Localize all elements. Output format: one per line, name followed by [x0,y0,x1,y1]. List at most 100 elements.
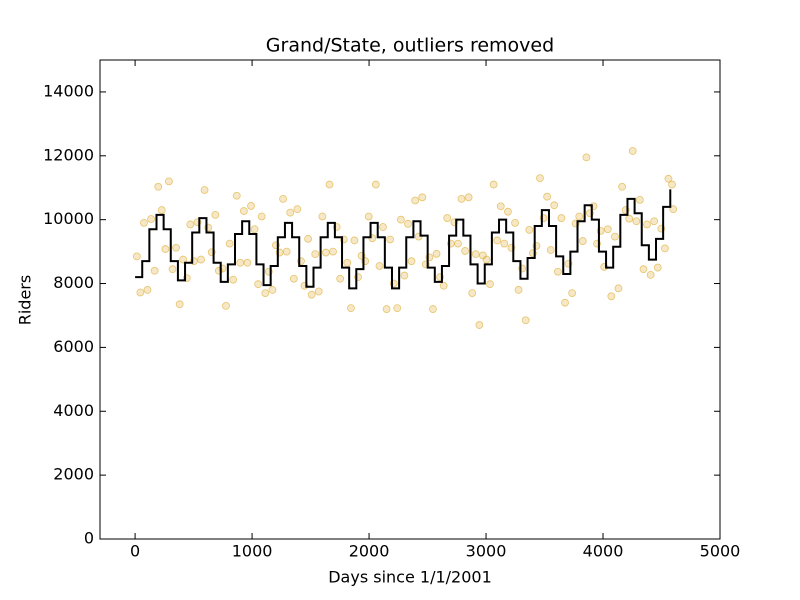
scatter-point [664,174,673,183]
scatter-point [511,218,519,227]
scatter-point [546,246,555,254]
scatter-point [311,250,320,259]
scatter-point [628,147,637,155]
scatter-point [643,220,651,229]
scatter-point [364,212,373,221]
scatter-point [632,217,641,226]
scatter-point [543,192,552,201]
scatter-point [561,298,569,307]
scatter-point [321,248,330,257]
y-tick-label: 10000 [43,209,94,228]
scatter-point [168,265,177,274]
scatter-point [500,239,509,248]
scatter-point [179,255,188,264]
scatter-point [443,214,452,222]
x-tick-label: 4000 [583,542,624,561]
scatter-point [568,289,577,298]
scatter-point [286,208,295,217]
scatter-point [493,236,502,245]
scatter-point [136,288,145,297]
scatter-point [154,182,163,191]
scatter-point [132,252,141,261]
x-axis-label: Days since 1/1/2001 [328,568,492,587]
scatter-point [165,177,173,186]
scatter-point [261,289,270,298]
scatter-point [429,305,437,313]
scatter-point [432,249,441,258]
scatter-point [350,236,359,245]
scatter-point [582,153,591,162]
scatter-point [393,304,402,313]
scatter-point [250,225,259,234]
scatter-point [618,182,626,191]
scatter-point [254,280,263,289]
scatter-point [575,212,584,221]
scatter-point [557,214,566,222]
scatter-point [504,207,512,216]
scatter-point [336,274,345,283]
y-axis-label: Riders [16,275,35,325]
scatter-point [325,180,334,189]
scatter-point [304,234,313,243]
scatter-point [186,220,195,229]
x-tick-label: 5000 [700,542,741,561]
scatter-point [371,180,380,189]
scatter-point [669,205,678,214]
scatter-point [143,286,152,294]
scatter-point [150,266,159,275]
scatter-point [197,255,205,264]
y-tick-label: 12000 [43,145,94,164]
scatter-point [653,263,662,272]
scatter-point [239,207,248,215]
scatter-point [268,286,277,294]
scatter-point [639,265,648,274]
scatter-point [386,235,395,244]
scatter-point [343,258,352,267]
scatter-point [454,239,462,248]
chart-title: Grand/State, outliers removed [266,35,554,57]
x-tick-label: 1000 [232,542,273,561]
scatter-point [578,237,587,245]
scatter-point [661,244,669,253]
scatter-point [289,274,298,283]
scatter-point [314,287,323,296]
scatter-point [482,255,491,264]
scatter-point [236,258,245,267]
x-tick-label: 3000 [466,542,507,561]
scatter-point [175,300,184,309]
scatter-point [607,292,616,301]
scatter-point [468,289,477,298]
scatter-point [161,245,170,253]
scatter-point [293,205,302,214]
scatter-point [486,280,494,289]
scatter-point [247,202,255,210]
scatter-point [418,193,427,202]
scatter-point [471,250,480,259]
y-tick-label: 2000 [53,465,94,484]
scatter-point [668,180,676,189]
scatter-point [646,271,655,279]
scatter-point [536,174,544,183]
scatter-point [457,195,466,203]
scatter-point [329,247,337,256]
scatter-point [625,214,634,223]
scatter-point [396,215,405,224]
step-line [135,189,672,290]
plot-frame [99,59,721,540]
scatter-point [603,225,612,234]
y-tick-label: 6000 [53,337,94,356]
y-tick-label: 14000 [43,81,94,100]
y-tick-label: 0 [84,529,94,548]
scatter-point [496,202,505,211]
scatter-point [172,243,180,252]
y-tick-label: 8000 [53,273,94,292]
scatter-point [279,195,287,203]
scatter-point [147,215,156,223]
scatter-point [307,290,316,299]
scatter-point [282,247,291,256]
scatter-point [407,257,416,266]
scatter-point [211,210,220,219]
scatter-point [404,219,412,228]
scatter-point [553,267,562,276]
x-tick-label: 2000 [349,542,390,561]
